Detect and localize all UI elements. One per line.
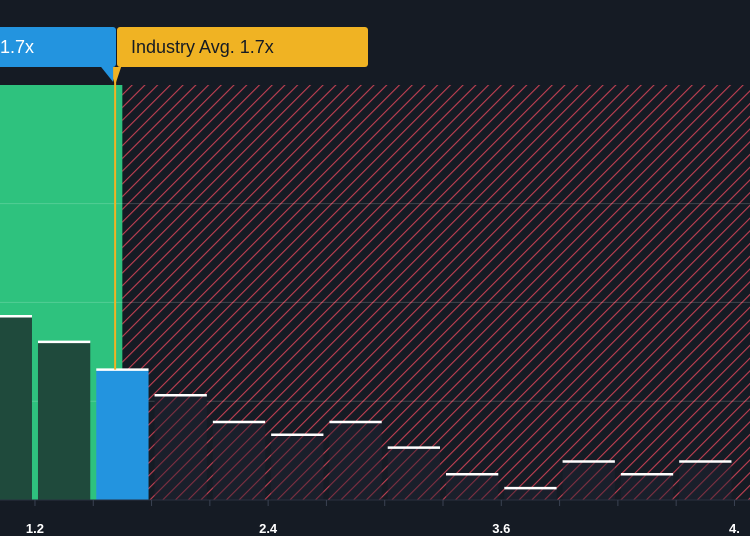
industry-average-label: Industry Avg. 1.7x	[131, 37, 274, 57]
company-pointer	[101, 67, 114, 82]
histogram-bar	[329, 421, 382, 500]
histogram-bar	[679, 461, 732, 500]
x-tick-label: 2.4	[259, 521, 278, 536]
histogram-bar	[96, 369, 149, 500]
industry-average-callout: Industry Avg. 1.7x	[117, 27, 368, 67]
histogram-bar	[37, 341, 91, 500]
x-tick-label: 4.	[729, 521, 740, 536]
histogram-bar	[0, 316, 32, 500]
x-tick-label: 1.2	[26, 521, 44, 536]
histogram-bar	[446, 474, 499, 500]
company-value-callout: 1.7x	[0, 27, 116, 67]
histogram-bar	[271, 434, 324, 500]
histogram-bar	[562, 461, 615, 500]
histogram-bar	[154, 395, 207, 500]
company-value-label: 1.7x	[0, 37, 35, 57]
x-tick-label: 3.6	[492, 521, 510, 536]
histogram-bar	[212, 421, 266, 500]
histogram-bar	[387, 447, 441, 500]
histogram-bar	[504, 488, 557, 500]
histogram-bar	[620, 474, 674, 500]
